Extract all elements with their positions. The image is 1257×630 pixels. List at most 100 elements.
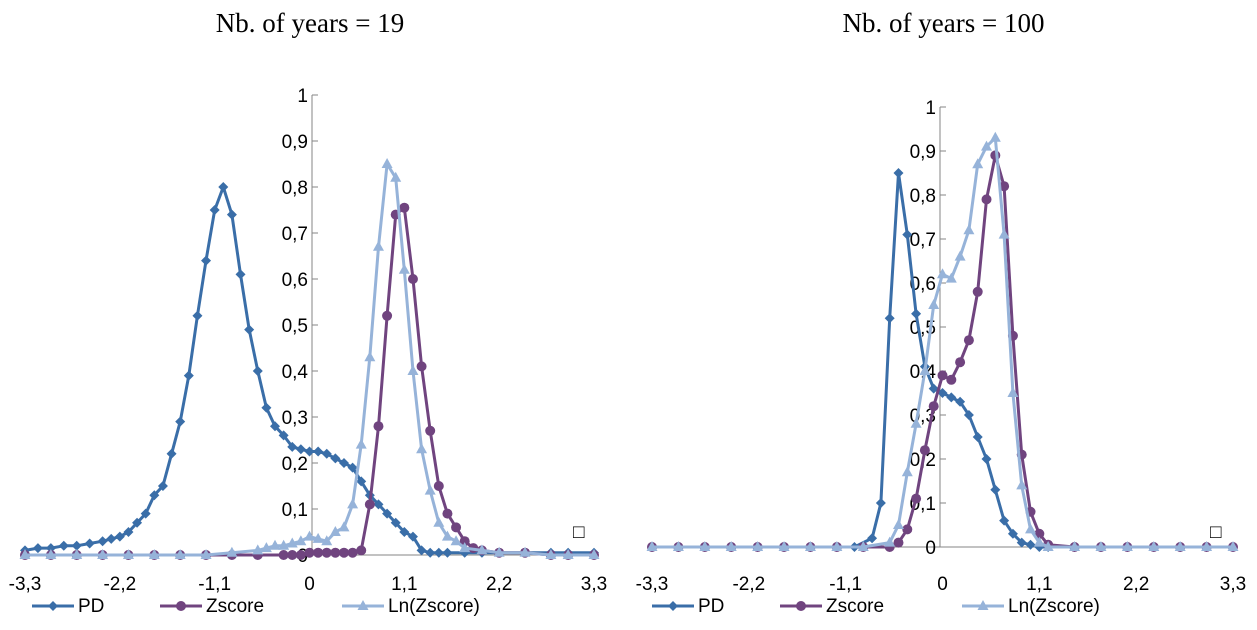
data-point [416,443,428,454]
legend-entry: Ln(Zscore) [342,596,480,617]
y-tick-label: 0,1 [282,500,308,521]
data-point [97,549,109,559]
data-point [321,448,332,459]
data-point [330,453,341,464]
data-point [373,421,384,432]
data-point [45,543,56,554]
line-chart: 0 0,1 0,2 0,3 0,4 0,5 0,6 0,7 0,8 0,9 1 -3,3 -2,2 -1,… [9,86,608,617]
data-point [1095,541,1107,551]
data-point [588,549,600,559]
data-point [963,335,974,346]
data-point [1069,541,1081,551]
data-point [1148,541,1160,551]
data-point [433,481,444,491]
y-tick-label: 0,7 [282,224,308,245]
data-point [338,521,350,532]
x-tick-label: 0 [304,574,315,595]
data-point [646,541,658,551]
data-point [1174,541,1186,551]
data-point [399,527,410,537]
data-point [911,493,922,504]
data-point [287,441,298,452]
x-tick-label: 3,3 [1220,574,1246,595]
y-tick-label: 0,6 [910,274,936,295]
legend-entry: Ln(Zscore) [962,596,1100,617]
empty-box-glyph: □ [573,522,585,543]
data-point [295,550,306,560]
data-point [893,537,904,548]
data-point [493,546,505,557]
y-tick-label: 0,3 [282,408,308,429]
data-point [381,158,393,168]
data-point [407,365,419,375]
legend-marker [176,601,186,611]
data-point [902,229,913,240]
data-point [928,383,939,394]
y-tick-label: 0 [925,538,936,559]
data-point [910,417,922,428]
y-tick-label: 0,8 [910,186,936,207]
data-point [364,351,376,362]
data-point [1016,479,1028,490]
data-point [321,547,332,558]
data-point [304,530,315,541]
data-point [998,228,1010,239]
legend-marker [977,600,989,610]
data-point [252,544,264,555]
data-point [201,255,212,266]
x-tick-label: -1,1 [829,574,862,595]
y-tick-label: 0,9 [910,142,936,163]
chart-title: Nb. of years = 19 [215,8,405,38]
x-tick-label: -3,3 [9,574,42,595]
y-tick-label: 0,9 [282,132,308,153]
data-point [192,310,203,321]
empty-box-glyph: □ [1210,522,1222,543]
data-point [1033,536,1045,547]
data-point [407,274,418,284]
legend-marker [668,601,678,611]
data-point [252,366,263,376]
data-point [122,549,134,559]
data-point [218,182,229,192]
chart-panel-years-100: Nb. of years = 100 00,10,20,30,40,50,60,… [630,0,1257,630]
data-point [884,536,896,547]
data-point [157,481,168,491]
data-point [235,269,246,280]
data-point [58,540,69,551]
data-point [407,531,418,542]
data-point [312,532,324,543]
data-point [132,517,143,528]
data-point [937,268,948,279]
data-point [338,547,349,558]
legend-entry: PD [652,596,724,617]
data-point [778,541,790,551]
data-point [174,549,186,559]
data-point [937,370,948,381]
data-point [71,540,82,551]
data-point [19,549,31,559]
legend-entry: Zscore [160,596,264,617]
data-point [981,194,992,205]
data-point [200,549,212,559]
data-point [304,446,315,457]
y-tick-label: 0,8 [282,178,308,199]
data-point [425,425,436,436]
data-point [106,533,117,544]
data-point [356,545,367,556]
series-line [25,162,594,557]
data-point [954,250,966,261]
data-point [928,401,939,412]
data-point [972,286,983,297]
data-point [269,539,281,550]
legend-marker [357,600,369,610]
data-point [338,458,349,468]
data-point [893,168,904,178]
data-point [149,490,160,501]
data-point [295,444,306,455]
y-tick-label: 0,6 [282,270,308,291]
data-point [1201,541,1213,551]
data-point [459,542,471,553]
series-line [652,171,1233,549]
data-point [148,549,160,559]
legend-entry: PD [32,596,104,617]
